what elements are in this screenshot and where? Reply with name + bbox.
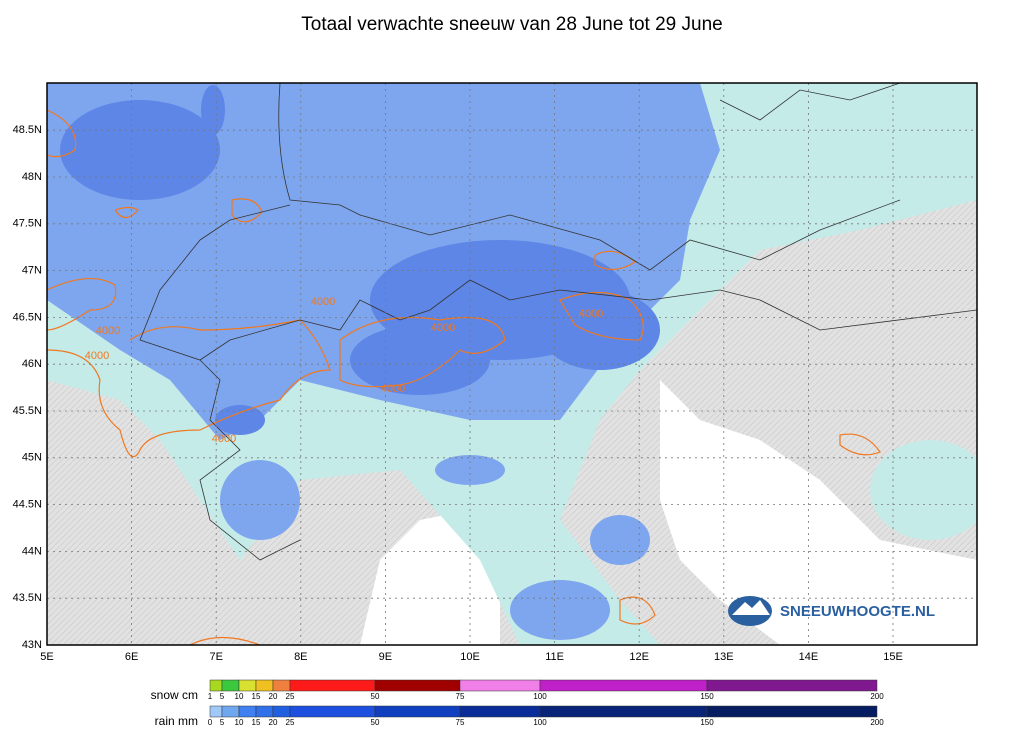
logo-text: SNEEUWHOOGTE.NL <box>780 603 935 620</box>
legend-label: 5 <box>220 692 225 701</box>
grid <box>47 83 977 645</box>
legend-swatch <box>374 705 461 718</box>
legend-label: 200 <box>870 692 884 701</box>
legend-swatch <box>238 679 257 692</box>
legend-label: 25 <box>286 692 295 701</box>
legend-swatch <box>255 679 274 692</box>
contour-label: 4000 <box>381 383 405 395</box>
lat-label: 47.5N <box>13 218 42 230</box>
legend-label: 10 <box>235 692 244 701</box>
legend-swatch <box>272 679 291 692</box>
legend-swatch <box>539 705 708 718</box>
contour-label: 4000 <box>431 322 455 334</box>
lon-label: 13E <box>714 651 734 663</box>
map-frame <box>46 82 978 646</box>
lon-label: 10E <box>460 651 480 663</box>
sea <box>660 380 977 645</box>
lat-label: 43.5N <box>13 592 42 604</box>
legend-swatch <box>459 679 541 692</box>
legend-swatch <box>289 679 376 692</box>
legend-swatch <box>706 705 878 718</box>
legend-swatch <box>459 705 541 718</box>
contour <box>47 109 881 645</box>
legend-label: 20 <box>269 692 278 701</box>
lat-label: 43N <box>22 639 42 651</box>
lat-label: 44.5N <box>13 499 42 511</box>
legend-label: 75 <box>456 718 465 727</box>
contour-label: 4000 <box>85 350 109 362</box>
legend-label: 10 <box>235 718 244 727</box>
title: Totaal verwachte sneeuw van 28 June tot … <box>301 14 722 35</box>
lat-label: 48N <box>22 171 42 183</box>
legend-swatch <box>209 705 223 718</box>
contour-labels: 4000 4000 4000 4000 4000 4000 4000 <box>85 296 603 445</box>
lat-label: 48.5N <box>13 124 42 136</box>
legend-swatch <box>706 679 878 692</box>
logo: SNEEUWHOOGTE.NL <box>728 596 935 626</box>
legend-swatch <box>374 679 461 692</box>
legend-label: 1 <box>208 692 213 701</box>
lat-label: 47N <box>22 265 42 277</box>
legend-label: 0 <box>208 718 213 727</box>
legend-title: rain mm <box>155 714 198 728</box>
lat-label: 45N <box>22 452 42 464</box>
legend-swatch <box>289 705 376 718</box>
lon-label: 12E <box>629 651 649 663</box>
legend-label: 5 <box>220 718 225 727</box>
legend-label: 25 <box>286 718 295 727</box>
contour-label: 4000 <box>212 433 236 445</box>
lat-label: 44N <box>22 545 42 557</box>
legend-swatch <box>272 705 291 718</box>
border <box>139 83 977 561</box>
lat-label: 46N <box>22 358 42 370</box>
sea <box>360 510 500 645</box>
legend-label: 100 <box>533 692 547 701</box>
legend-swatch <box>539 679 708 692</box>
legend-swatch <box>238 705 257 718</box>
legend-title: snow cm <box>151 688 198 702</box>
legend-label: 150 <box>700 692 714 701</box>
legend-label: 150 <box>700 718 714 727</box>
lon-label: 7E <box>209 651 222 663</box>
legend-swatch <box>221 705 240 718</box>
lon-label: 8E <box>294 651 307 663</box>
map: 4000 4000 4000 4000 4000 4000 4000 SNEEUWHOOGT… <box>47 83 977 645</box>
legend-label: 15 <box>252 692 261 701</box>
legend-label: 50 <box>371 692 380 701</box>
lon-label: 9E <box>379 651 392 663</box>
lon-label: 15E <box>883 651 903 663</box>
legend-swatch <box>255 705 274 718</box>
contour-label: 4000 <box>96 325 120 337</box>
lon-label: 5E <box>40 651 53 663</box>
legend-swatch <box>221 679 240 692</box>
lon-label: 6E <box>125 651 138 663</box>
contour-label: 4000 <box>579 308 603 320</box>
lat-label: 45.5N <box>13 405 42 417</box>
legend-swatch <box>209 679 223 692</box>
lon-label: 11E <box>545 651 564 663</box>
legend-label: 200 <box>870 718 884 727</box>
lat-label: 46.5N <box>13 311 42 323</box>
legend-label: 20 <box>269 718 278 727</box>
legend-label: 100 <box>533 718 547 727</box>
legend-label: 15 <box>252 718 261 727</box>
legend-label: 50 <box>371 718 380 727</box>
lon-label: 14E <box>799 651 819 663</box>
legend-label: 75 <box>456 692 465 701</box>
contour-label: 4000 <box>311 296 335 308</box>
